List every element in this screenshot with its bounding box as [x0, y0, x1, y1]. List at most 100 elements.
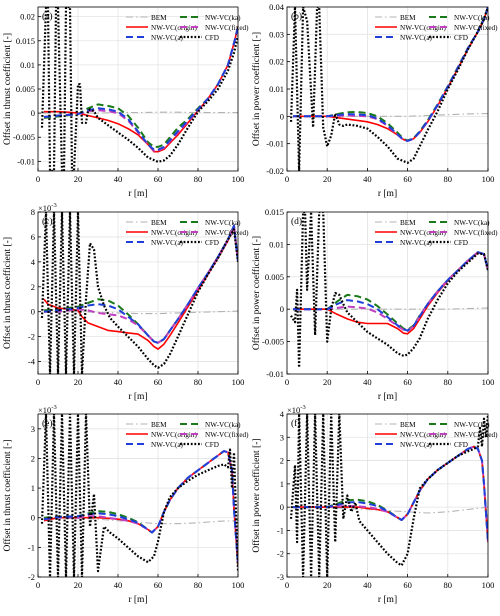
y-tick-label: 0.04 — [269, 2, 285, 12]
chart-panel-4: 0 20 40 60 80 100 -2 -1 0 1 2 3×10-3 r [m] Offset in … — [2, 404, 249, 605]
y-tick-label: -2 — [28, 572, 35, 582]
y-tick-label: -4 — [28, 357, 36, 367]
x-tick-label: 0 — [285, 580, 289, 590]
legend-label: NW-VC(a) — [400, 34, 433, 42]
legend-label: BEM — [151, 421, 167, 429]
y-tick-label: 0 — [31, 307, 35, 317]
series-line-cfd — [40, 414, 238, 577]
y-tick-label: 0.01 — [20, 60, 35, 70]
x-tick-label: 80 — [444, 580, 453, 590]
x-tick-label: 100 — [482, 580, 495, 590]
x-tick-label: 100 — [232, 174, 245, 184]
series-line-bem — [293, 307, 488, 310]
x-axis-label: r [m] — [378, 392, 397, 402]
x-tick-label: 40 — [363, 377, 372, 387]
y-tick-label: 0.015 — [265, 207, 284, 217]
legend-label: NW-VC(fixed) — [205, 229, 249, 237]
y-tick-label: 0.005 — [265, 272, 284, 282]
x-tick-label: 100 — [232, 377, 245, 387]
legend-label: NW-VC(a) — [151, 239, 184, 247]
legend-label: NW-VC(a) — [400, 239, 433, 247]
series-line-nw-vc-fixed — [293, 251, 488, 333]
y-tick-label: -0.01 — [17, 156, 35, 166]
legend-label: NW-VC(fixed) — [205, 431, 249, 439]
x-tick-label: 20 — [74, 377, 83, 387]
series-line-cfd — [40, 7, 238, 171]
axis-exponent-label: ×10-3 — [38, 404, 57, 415]
legend-label: BEM — [400, 219, 416, 227]
x-axis-label: r [m] — [378, 189, 397, 199]
series-line-nw-vc-a — [43, 450, 238, 566]
x-axis-label: r [m] — [128, 189, 147, 199]
legend-label: CFD — [205, 441, 219, 449]
x-tick-label: 60 — [403, 174, 412, 184]
x-tick-label: 80 — [444, 174, 453, 184]
series-line-nw-vc-a — [43, 224, 238, 344]
plot-area — [38, 414, 238, 577]
y-tick-label: 3 — [280, 432, 284, 442]
legend-label: NW-VC(fixed) — [205, 24, 249, 32]
x-tick-label: 80 — [194, 377, 203, 387]
series-line-cfd — [40, 212, 238, 374]
y-tick-label: -1 — [277, 525, 284, 535]
y-tick-label: 0.01 — [269, 84, 284, 94]
y-axis-label: Offset in thrust coefficient [-] — [2, 33, 13, 145]
chart-panel-1: 0 20 40 60 80 100 -0.02 -0.01 0 0.01 0.02 0.03 0.04 r… — [251, 2, 498, 199]
y-tick-label: 8 — [31, 207, 35, 217]
x-tick-label: 80 — [194, 174, 203, 184]
y-tick-label: -0.005 — [262, 337, 284, 347]
y-axis-label: Offset in power coefficient [-] — [251, 32, 262, 146]
y-tick-label: 0 — [280, 111, 284, 121]
y-tick-label: -3 — [277, 572, 284, 582]
x-tick-label: 100 — [482, 377, 495, 387]
x-tick-label: 0 — [285, 377, 289, 387]
legend-label: NW-VC(origin) — [151, 229, 198, 237]
chart-panel-2: 0 20 40 60 80 100 -4 -2 0 2 4 6 8 ×10-3 r [m] Offset in… — [2, 202, 249, 402]
y-tick-label: 0 — [31, 108, 35, 118]
y-axis-label: Offset in power coefficient [-] — [251, 438, 262, 552]
x-tick-label: 0 — [36, 174, 40, 184]
axes-frame — [37, 413, 239, 578]
x-tick-label: 40 — [363, 174, 372, 184]
axis-exponent-label: ×10-3 — [38, 202, 57, 213]
legend-label: NW-VC(a) — [400, 441, 433, 449]
legend-label: NW-VC(a) — [151, 34, 184, 42]
legend-label: NW-VC(origin) — [151, 431, 198, 439]
x-tick-label: 20 — [74, 580, 83, 590]
legend-label: NW-VC(a) — [151, 441, 184, 449]
x-tick-label: 0 — [285, 174, 289, 184]
legend-label: CFD — [205, 239, 219, 247]
series-line-bem — [44, 517, 238, 525]
legend-label: NW-VC(ka) — [205, 219, 241, 227]
panel-label: (f) — [291, 418, 301, 429]
y-tick-label: -0.01 — [266, 139, 284, 149]
legend-label: NW-VC(ka) — [205, 14, 241, 22]
legend-label: NW-VC(ka) — [454, 219, 490, 227]
x-tick-label: 40 — [114, 580, 123, 590]
y-tick-label: 1 — [280, 479, 284, 489]
x-tick-label: 60 — [154, 580, 163, 590]
y-tick-label: 3 — [31, 424, 35, 434]
series-line-nw-vc-a — [43, 27, 238, 151]
y-axis-label: Offset in thrust coefficient [-] — [2, 237, 13, 349]
series-line-cfd — [289, 7, 488, 171]
y-tick-label: -1 — [28, 542, 35, 552]
y-tick-label: 6 — [31, 232, 35, 242]
series-line-bem — [44, 310, 238, 315]
legend-label: CFD — [454, 34, 468, 42]
y-tick-label: 4 — [31, 257, 36, 267]
y-tick-label: 0.02 — [20, 12, 35, 22]
axes-frame — [286, 413, 489, 578]
x-tick-label: 20 — [323, 377, 332, 387]
y-tick-label: 0 — [280, 304, 284, 314]
axis-exponent-label: ×10-3 — [287, 404, 306, 415]
series-line-bem — [44, 111, 238, 114]
x-tick-label: 80 — [194, 580, 203, 590]
panel-label: (e) — [42, 418, 53, 429]
x-tick-label: 60 — [154, 377, 163, 387]
legend-label: NW-VC(origin) — [400, 431, 447, 439]
y-tick-label: 2 — [31, 453, 35, 463]
y-tick-label: -2 — [28, 332, 35, 342]
x-tick-label: 20 — [323, 580, 332, 590]
x-axis-label: r [m] — [128, 595, 147, 605]
